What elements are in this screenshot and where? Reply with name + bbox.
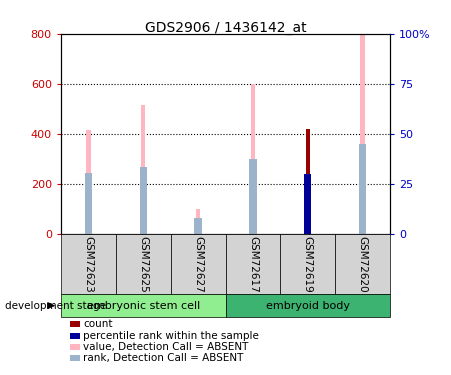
Bar: [251, 84, 255, 234]
Text: GDS2906 / 1436142_at: GDS2906 / 1436142_at: [145, 21, 306, 34]
Text: GSM72617: GSM72617: [248, 236, 258, 293]
Bar: [140, 166, 147, 234]
Bar: [86, 130, 91, 234]
Bar: [61, 234, 116, 294]
Bar: [141, 105, 145, 234]
Bar: [281, 234, 335, 294]
Bar: [335, 234, 390, 294]
Text: count: count: [83, 320, 113, 329]
Bar: [116, 234, 170, 294]
Text: GSM72625: GSM72625: [138, 236, 148, 293]
Bar: [306, 129, 310, 234]
Bar: [249, 159, 257, 234]
Text: GSM72620: GSM72620: [358, 236, 368, 292]
Text: GSM72623: GSM72623: [83, 236, 93, 293]
Text: value, Detection Call = ABSENT: value, Detection Call = ABSENT: [83, 342, 249, 352]
Text: embryoid body: embryoid body: [266, 301, 350, 310]
Bar: [226, 294, 390, 317]
Text: development stage: development stage: [5, 301, 106, 310]
Bar: [170, 234, 226, 294]
Bar: [194, 218, 202, 234]
Text: GSM72619: GSM72619: [303, 236, 313, 293]
Bar: [85, 173, 92, 234]
Text: percentile rank within the sample: percentile rank within the sample: [83, 331, 259, 340]
Bar: [359, 144, 366, 234]
Bar: [196, 209, 200, 234]
Bar: [304, 174, 311, 234]
Bar: [360, 34, 365, 234]
Text: rank, Detection Call = ABSENT: rank, Detection Call = ABSENT: [83, 353, 244, 363]
Bar: [226, 234, 281, 294]
Text: GSM72627: GSM72627: [193, 236, 203, 293]
Text: embryonic stem cell: embryonic stem cell: [87, 301, 200, 310]
Bar: [61, 294, 226, 317]
